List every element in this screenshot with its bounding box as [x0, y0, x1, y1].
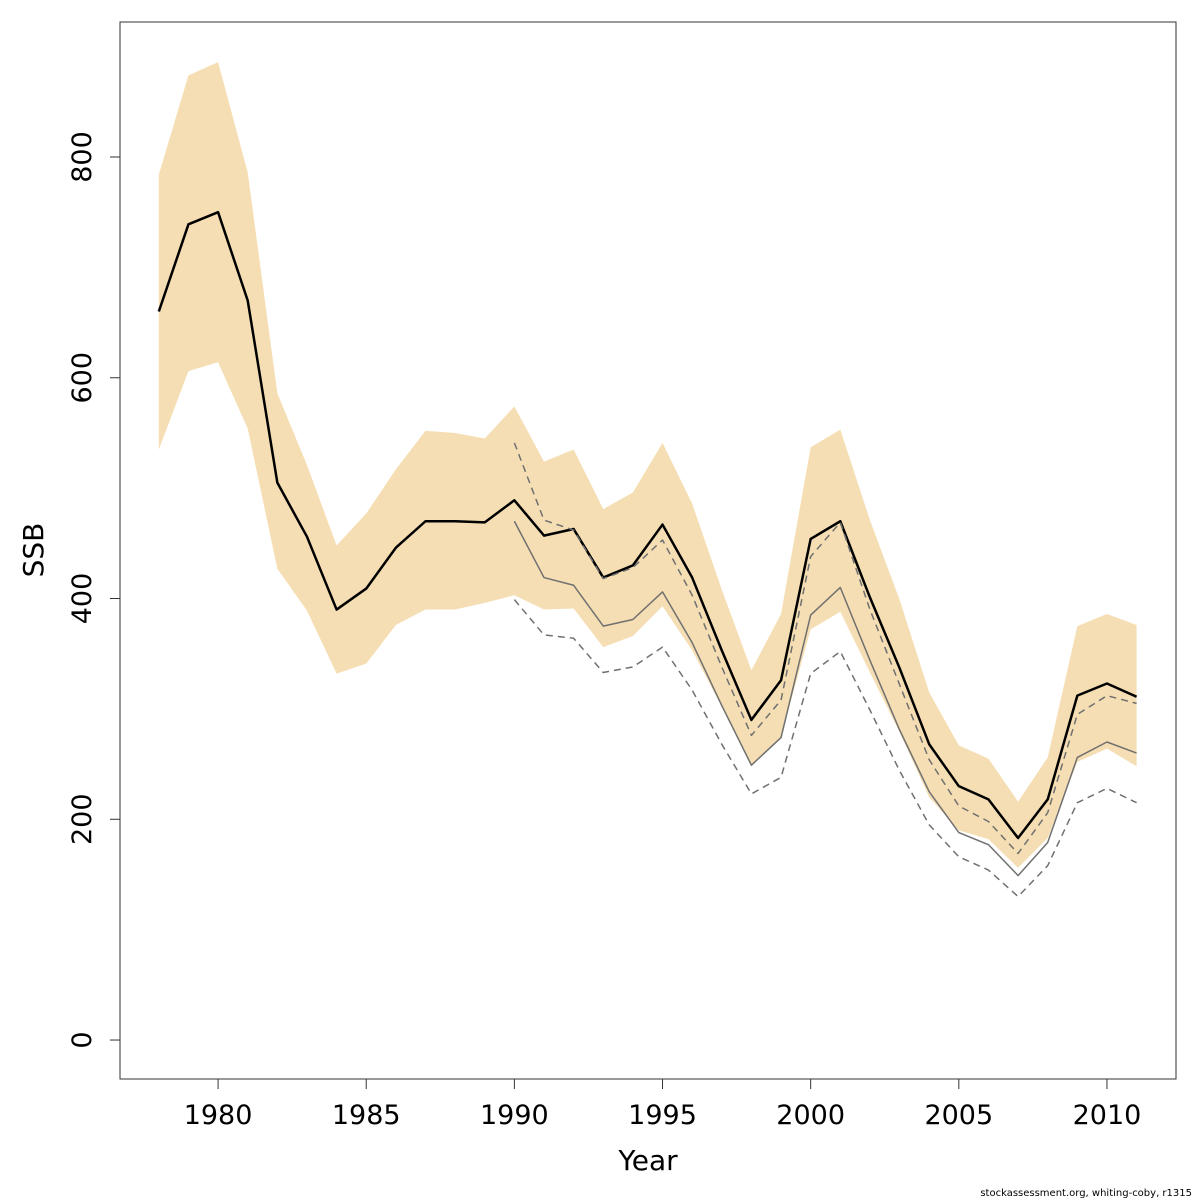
series-line	[513, 599, 1137, 898]
footnote: stockassessment.org, whiting-coby, r1315	[980, 1188, 1192, 1199]
y-tick-label: 600	[67, 352, 98, 404]
confidence-band	[158, 62, 1137, 868]
x-tick-label: 1990	[480, 1100, 549, 1131]
x-tick-label: 2010	[1073, 1100, 1142, 1131]
series-line	[157, 210, 1138, 840]
series-line	[513, 442, 1137, 855]
x-tick-label: 1985	[332, 1100, 401, 1131]
x-tick-label: 1995	[628, 1100, 697, 1131]
y-tick-label: 0	[67, 1031, 98, 1048]
series-line	[513, 520, 1137, 877]
x-axis-title: Year	[617, 1144, 678, 1177]
y-tick-label: 200	[67, 794, 98, 846]
x-tick-label: 1980	[184, 1100, 253, 1131]
x-tick-label: 2005	[924, 1100, 993, 1131]
y-tick-label: 400	[67, 573, 98, 625]
y-tick-label: 800	[67, 131, 98, 183]
x-tick-label: 2000	[776, 1100, 845, 1131]
y-axis-title: SSB	[17, 523, 50, 578]
